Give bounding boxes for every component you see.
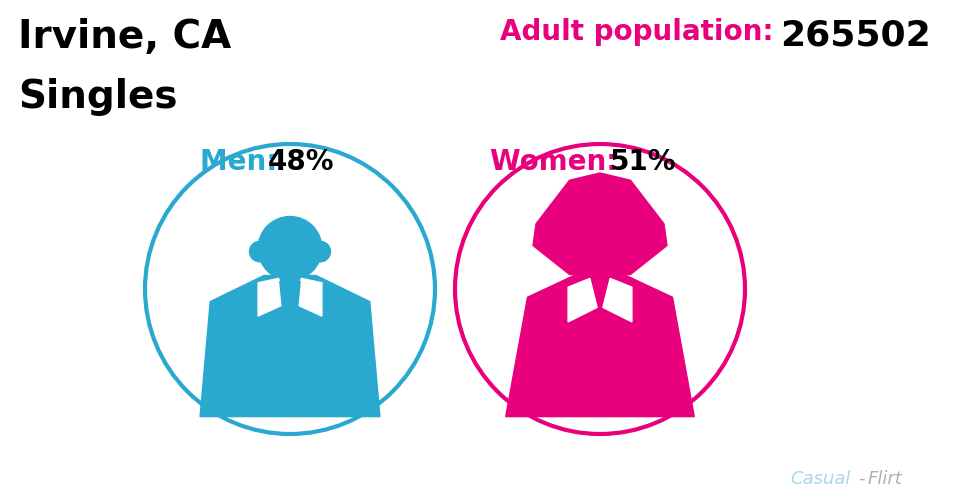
Circle shape (568, 217, 632, 281)
Text: Singles: Singles (18, 78, 178, 116)
Polygon shape (280, 282, 300, 348)
Polygon shape (533, 174, 667, 275)
Polygon shape (568, 279, 597, 322)
Circle shape (455, 145, 745, 434)
Text: 48%: 48% (268, 148, 334, 176)
Circle shape (250, 242, 270, 262)
Text: Men:: Men: (200, 148, 287, 176)
Text: Casual: Casual (790, 469, 851, 487)
Polygon shape (290, 279, 322, 317)
Text: Women:: Women: (490, 148, 627, 176)
Polygon shape (506, 276, 694, 417)
Polygon shape (603, 279, 632, 322)
Text: -: - (858, 469, 865, 487)
Circle shape (258, 217, 322, 281)
Circle shape (310, 242, 330, 262)
Text: 51%: 51% (610, 148, 677, 176)
Circle shape (145, 145, 435, 434)
Polygon shape (258, 279, 290, 317)
Text: Adult population:: Adult population: (500, 18, 783, 46)
Text: 265502: 265502 (780, 18, 931, 52)
Text: Flirt: Flirt (868, 469, 902, 487)
Polygon shape (200, 276, 380, 417)
Text: Irvine, CA: Irvine, CA (18, 18, 231, 56)
